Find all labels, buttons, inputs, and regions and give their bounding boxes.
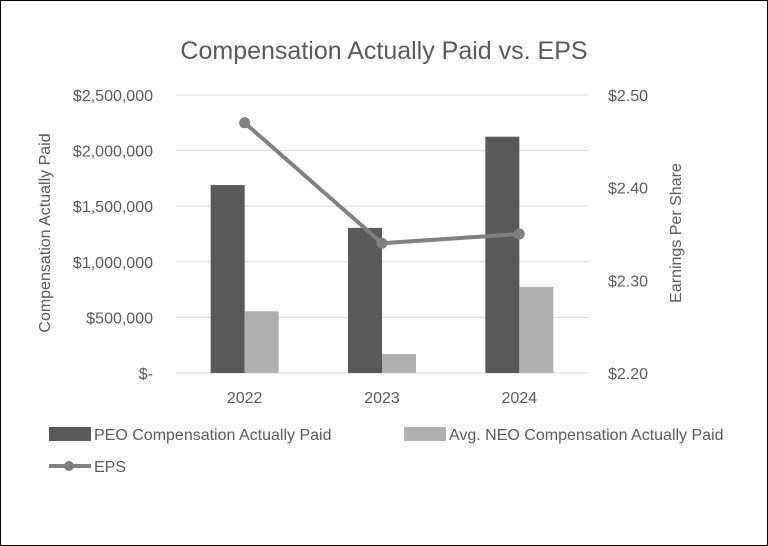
eps-point-2024 — [513, 228, 525, 240]
bars — [210, 136, 554, 373]
bar-peo-2023 — [348, 227, 382, 373]
right-tick-label: $2.30 — [608, 273, 648, 290]
legend-label-eps: EPS — [94, 459, 126, 476]
bar-neo-2024 — [519, 286, 554, 373]
right-tick-label: $2.20 — [608, 366, 648, 383]
left-tick-label: $1,500,000 — [73, 199, 153, 216]
left-tick-label: $500,000 — [86, 310, 153, 327]
left-tick-label: $2,500,000 — [73, 88, 153, 105]
x-tick-label: 2023 — [364, 390, 400, 407]
left-tick-label: $- — [139, 366, 153, 383]
eps-point-2022 — [239, 117, 251, 129]
chart-title: Compensation Actually Paid vs. EPS — [180, 37, 587, 65]
eps-line — [243, 121, 520, 246]
left-axis-ticks: $- $500,000 $1,000,000 $1,500,000 $2,000,000… — [73, 88, 153, 383]
left-tick-label: $2,000,000 — [73, 144, 153, 161]
x-tick-label: 2022 — [227, 390, 263, 407]
legend: PEO Compensation Actually Paid Avg. NEO … — [49, 427, 724, 476]
legend-swatch-eps-marker — [64, 461, 74, 471]
right-tick-label: $2.40 — [608, 181, 648, 198]
x-axis-ticks: 2022 2023 2024 — [227, 390, 537, 407]
legend-label-neo: Avg. NEO Compensation Actually Paid — [449, 427, 724, 444]
left-tick-label: $1,000,000 — [73, 255, 153, 272]
left-axis-label: Compensation Actually Paid — [37, 133, 54, 332]
bar-neo-2023 — [382, 354, 416, 373]
legend-swatch-neo — [404, 427, 446, 441]
bar-neo-2022 — [244, 311, 279, 373]
right-axis-ticks: $2.20 $2.30 $2.40 $2.50 — [608, 88, 648, 383]
legend-label-peo: PEO Compensation Actually Paid — [94, 427, 331, 444]
x-tick-label: 2024 — [502, 390, 538, 407]
legend-swatch-peo — [49, 427, 91, 441]
right-tick-label: $2.50 — [608, 88, 648, 105]
eps-line-group — [239, 117, 525, 249]
right-axis-label: Earnings Per Share — [668, 163, 685, 303]
bar-peo-2022 — [210, 185, 245, 373]
eps-point-2023 — [376, 237, 388, 249]
bar-peo-2024 — [485, 136, 520, 373]
